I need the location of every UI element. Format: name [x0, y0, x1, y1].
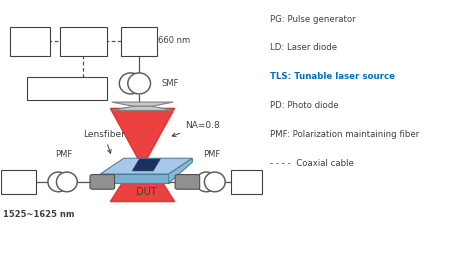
Text: Lensfiber: Lensfiber — [83, 130, 125, 153]
Text: LD: LD — [133, 36, 146, 46]
Text: DUT: DUT — [136, 187, 156, 197]
Polygon shape — [112, 102, 173, 106]
Text: NA=0.8: NA=0.8 — [172, 121, 220, 136]
Text: 1525~1625 nm: 1525~1625 nm — [3, 210, 74, 219]
Text: 660 nm: 660 nm — [157, 36, 190, 45]
Ellipse shape — [196, 172, 217, 192]
Polygon shape — [112, 106, 173, 110]
Text: PG: Pulse generator: PG: Pulse generator — [270, 15, 356, 23]
FancyBboxPatch shape — [10, 27, 50, 56]
Text: SMF: SMF — [162, 79, 179, 88]
FancyBboxPatch shape — [121, 27, 157, 56]
Ellipse shape — [204, 172, 225, 192]
Text: Bias-T: Bias-T — [69, 36, 98, 46]
Text: PD: Photo diode: PD: Photo diode — [270, 101, 339, 110]
Text: LD: Laser diode: LD: Laser diode — [270, 44, 337, 53]
FancyBboxPatch shape — [231, 170, 262, 194]
Text: - - - -  Coaxial cable: - - - - Coaxial cable — [270, 159, 354, 168]
FancyBboxPatch shape — [90, 175, 115, 189]
Text: PG: PG — [23, 36, 37, 46]
Text: PMF: Polarization maintaining fiber: PMF: Polarization maintaining fiber — [270, 130, 419, 139]
Text: TLS: Tunable laser source: TLS: Tunable laser source — [270, 72, 395, 81]
FancyBboxPatch shape — [27, 77, 107, 101]
Text: TLS: TLS — [10, 177, 27, 187]
Polygon shape — [110, 158, 174, 202]
FancyBboxPatch shape — [175, 175, 200, 189]
Ellipse shape — [119, 73, 142, 94]
Polygon shape — [169, 158, 192, 183]
Text: PD: PD — [240, 177, 253, 187]
Ellipse shape — [48, 172, 69, 192]
Polygon shape — [100, 174, 169, 183]
Text: PMF: PMF — [203, 150, 220, 159]
Ellipse shape — [56, 172, 77, 192]
Polygon shape — [100, 158, 192, 174]
Text: PMF: PMF — [55, 150, 73, 159]
Polygon shape — [110, 108, 174, 158]
FancyBboxPatch shape — [60, 27, 107, 56]
Polygon shape — [132, 159, 160, 171]
Text: DC current source: DC current source — [32, 84, 101, 93]
Ellipse shape — [128, 73, 151, 94]
FancyBboxPatch shape — [1, 170, 36, 194]
